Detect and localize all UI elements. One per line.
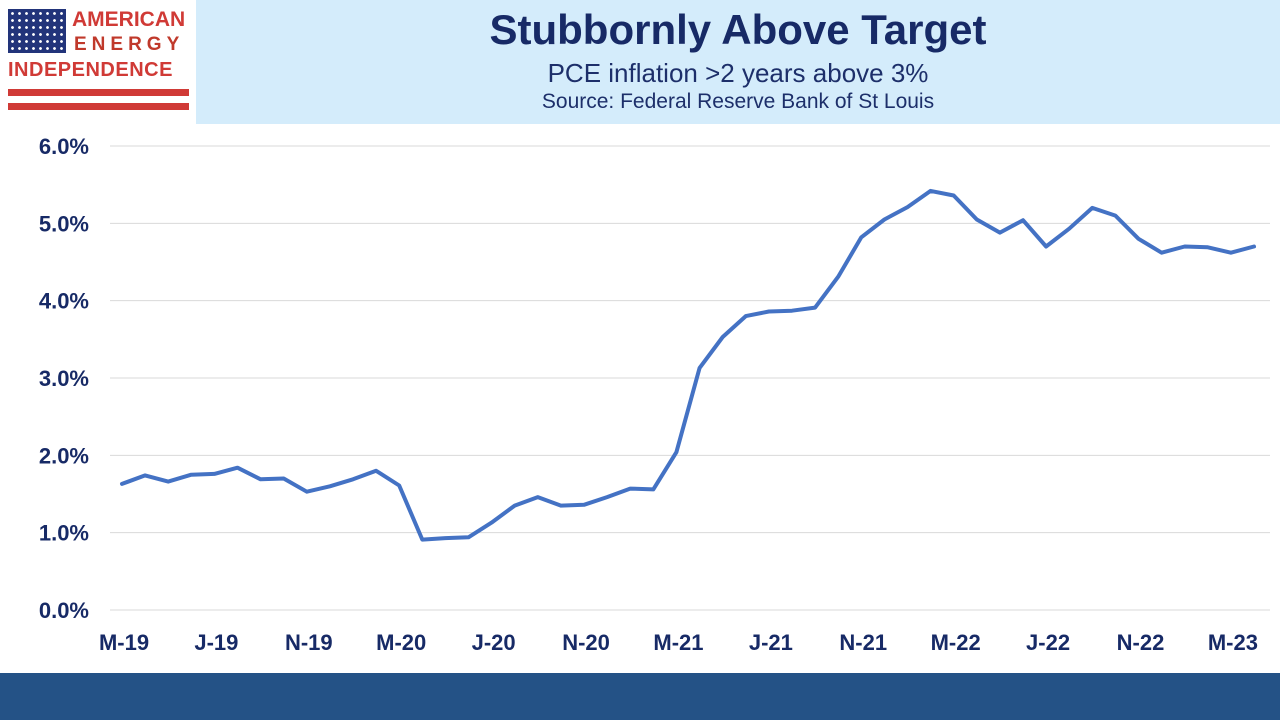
series-lines — [120, 188, 1256, 542]
logo-line-2: ENERGY — [74, 34, 185, 55]
x-tick-label: N-20 — [562, 630, 610, 655]
x-tick-label: J-20 — [472, 630, 516, 655]
series-line — [120, 188, 1256, 542]
logo-stripe — [8, 103, 189, 110]
x-tick-label: J-21 — [749, 630, 793, 655]
flag-stars-icon — [8, 9, 66, 53]
y-tick-label: 5.0% — [39, 211, 89, 236]
x-tick-label: M-21 — [653, 630, 703, 655]
logo-line-3: INDEPENDENCE — [8, 59, 173, 81]
gridlines — [110, 145, 1270, 611]
x-tick-label: M-22 — [931, 630, 981, 655]
y-axis-labels: 0.0% 1.0% 2.0% 3.0% 4.0% 5.0% 6.0% — [39, 134, 89, 623]
logo-line-1: AMERICAN — [72, 8, 186, 31]
source-note: Source: Federal Reserve Bank of St Louis — [541, 90, 935, 113]
y-tick-label: 0.0% — [39, 598, 89, 623]
y-tick-label: 3.0% — [39, 366, 89, 391]
x-tick-label: M-23 — [1208, 630, 1258, 655]
x-tick-label: J-19 — [194, 630, 238, 655]
x-tick-label: N-21 — [839, 630, 887, 655]
x-tick-label: J-22 — [1026, 630, 1070, 655]
page-title: Stubbornly Above Target — [489, 6, 987, 53]
x-axis-labels: M-19 J-19 N-19 M-20 J-20 N-20 M-21 J-21 N-21 M-22… — [99, 630, 1258, 655]
page-subtitle: PCE inflation >2 years above 3% — [547, 58, 929, 88]
line-chart: 0.0% 1.0% 2.0% 3.0% 4.0% 5.0% 6.0% M-19 J-19 N-1… — [39, 134, 1270, 655]
x-tick-label: M-20 — [376, 630, 426, 655]
y-tick-label: 4.0% — [39, 289, 89, 314]
y-tick-label: 2.0% — [39, 443, 89, 468]
x-tick-label: M-19 — [99, 630, 149, 655]
logo-stripe — [8, 89, 189, 96]
x-tick-label: N-19 — [285, 630, 333, 655]
y-tick-label: 6.0% — [39, 134, 89, 159]
header-banner: Stubbornly Above Target PCE inflation >2… — [196, 0, 1280, 124]
y-tick-label: 1.0% — [39, 521, 89, 546]
logo: AMERICAN ENERGY INDEPENDENCE — [0, 0, 196, 124]
footer-bar — [0, 673, 1280, 720]
x-tick-label: N-22 — [1117, 630, 1165, 655]
